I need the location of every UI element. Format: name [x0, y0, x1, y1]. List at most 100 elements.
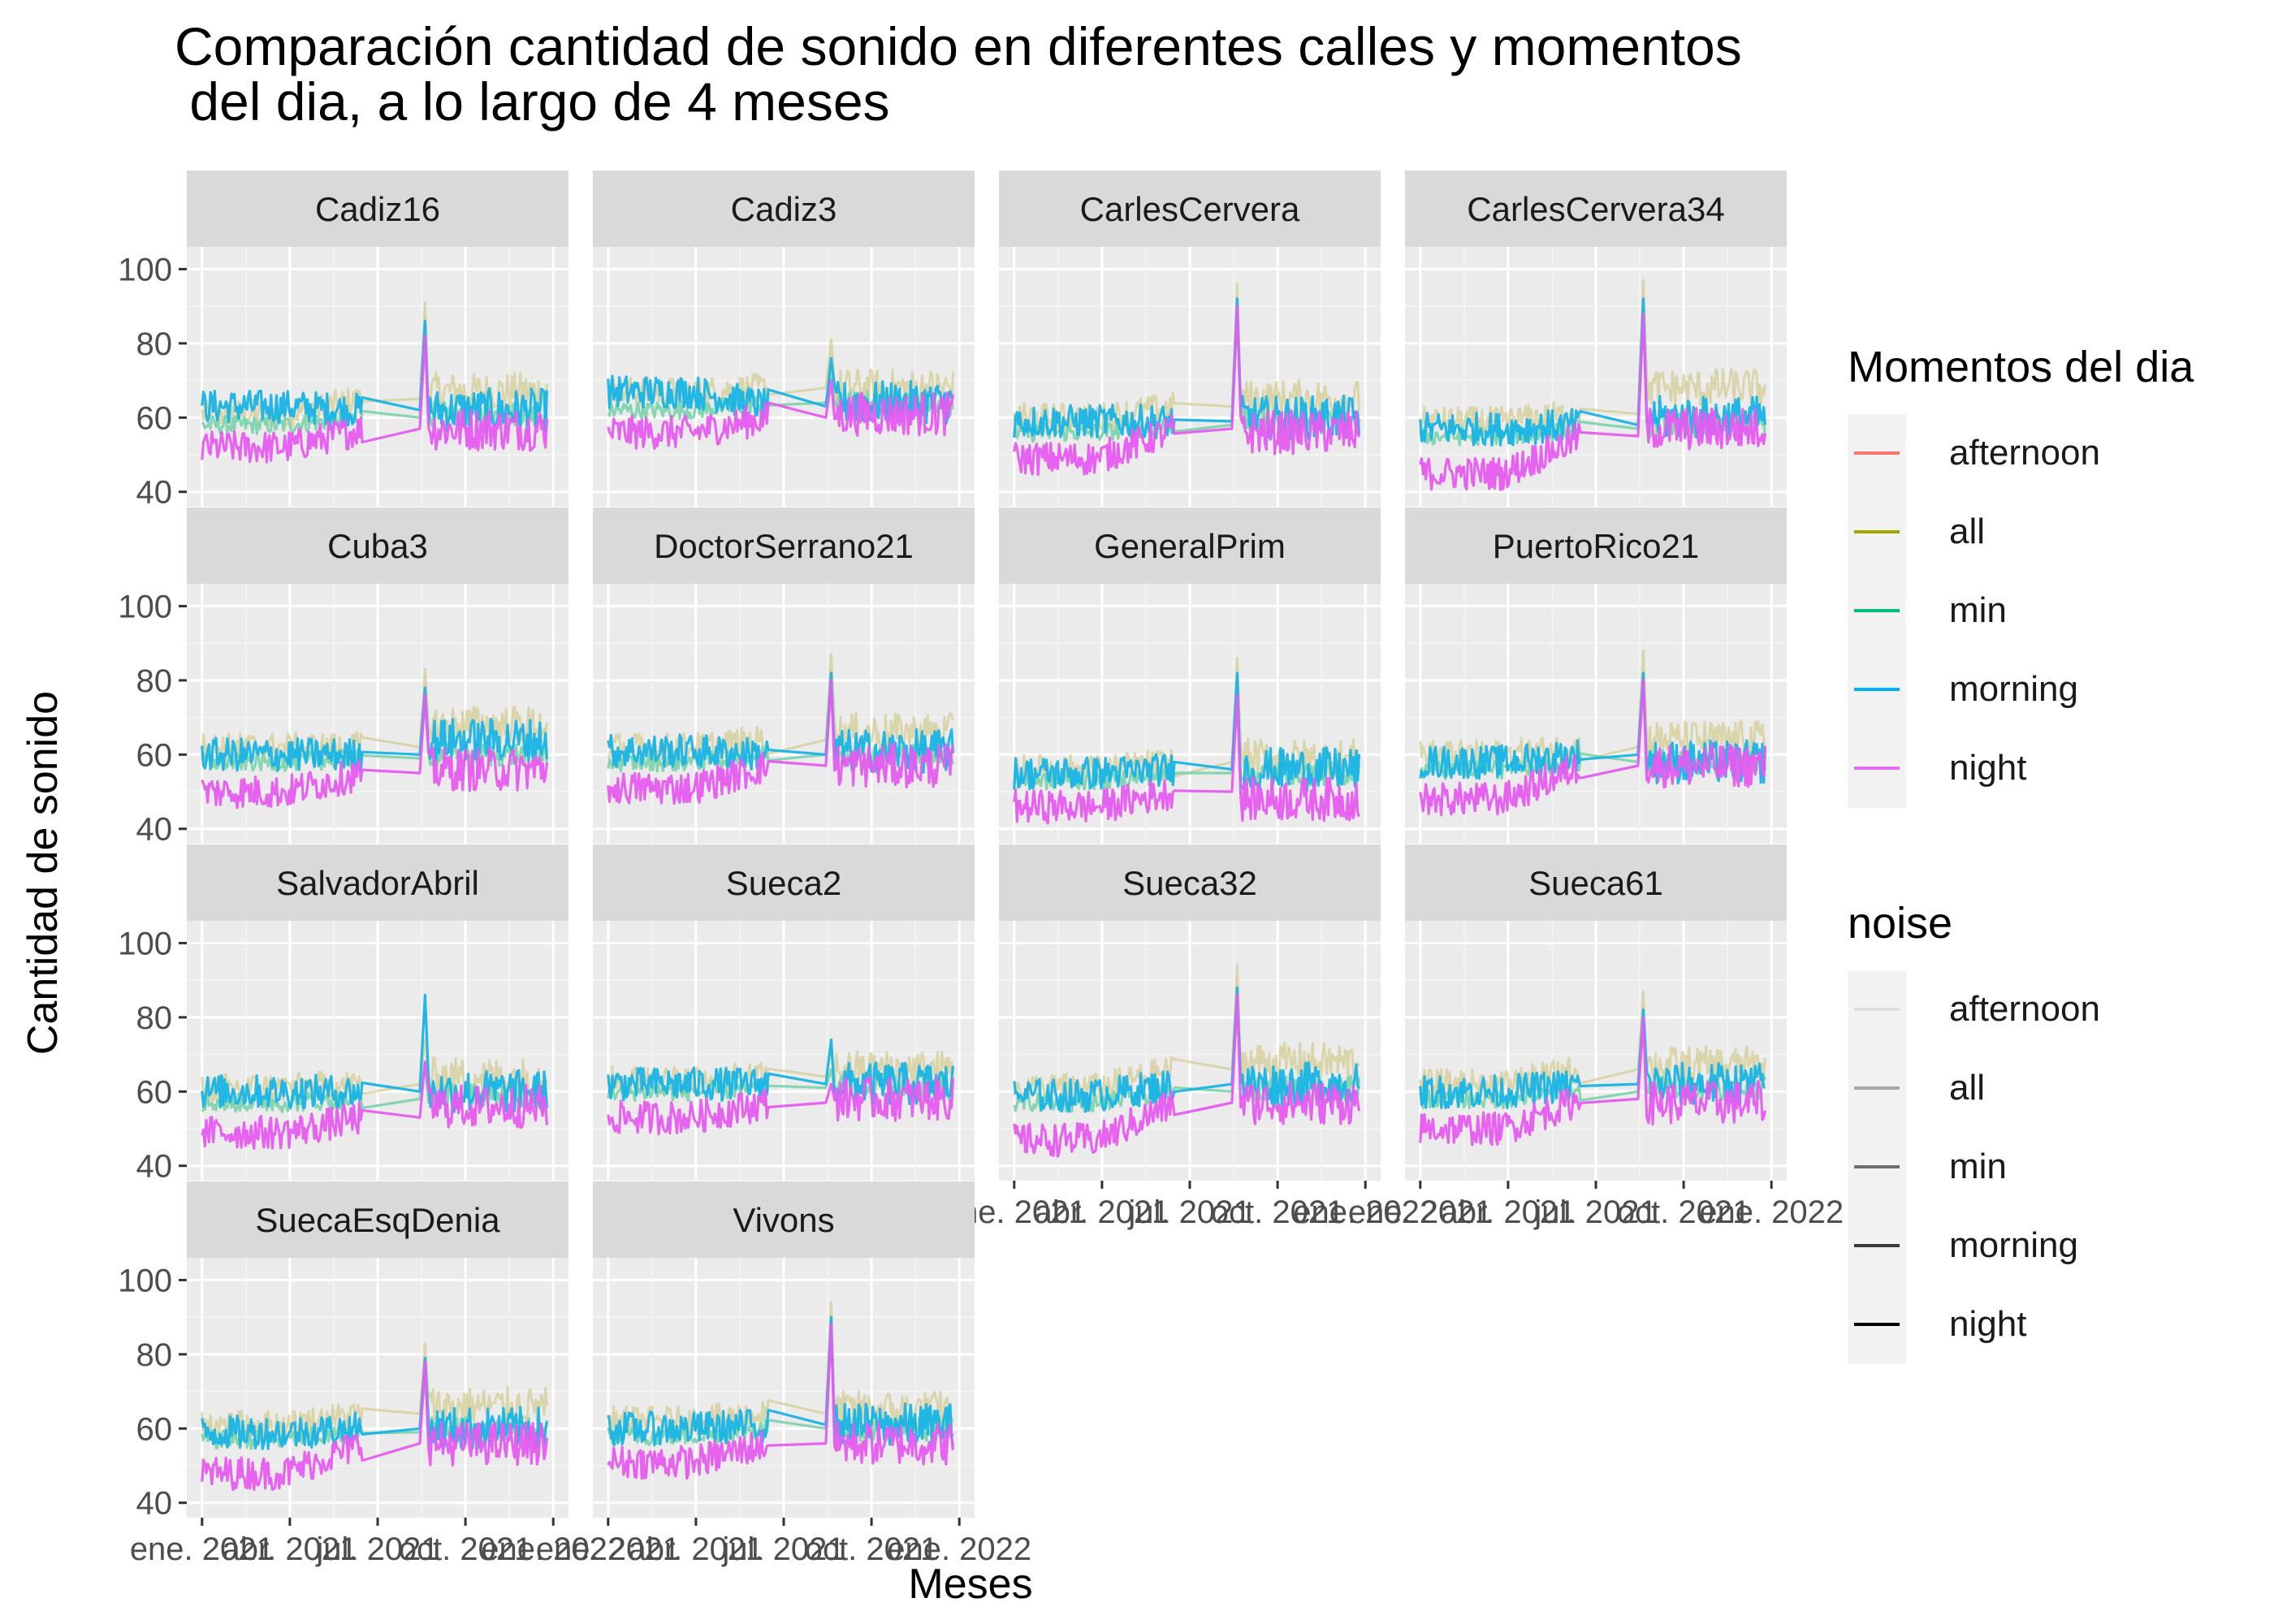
- series-line-night: [1013, 693, 1360, 825]
- series-line-night: [1419, 1016, 1766, 1147]
- legend-label: afternoon: [1949, 433, 2100, 473]
- facet-strip: [999, 171, 1381, 247]
- y-tick-label: 80: [136, 1337, 173, 1373]
- facet-strip-label: Vivons: [733, 1201, 834, 1239]
- facet-strip: [593, 844, 975, 921]
- series-line-morning: [201, 686, 548, 772]
- facet-panel: PuertoRico21: [1405, 508, 1787, 844]
- legend-label: all: [1949, 1068, 1985, 1108]
- series-line-night: [607, 379, 954, 451]
- x-tick-label: ene. 2022: [887, 1531, 1031, 1567]
- x-tick-label: ene. 2021: [536, 1531, 681, 1567]
- facet-strip-label: GeneralPrim: [1094, 527, 1286, 565]
- facet-strip-label: DoctorSerrano21: [654, 527, 914, 565]
- facet-panel: Cadiz3: [593, 171, 975, 507]
- facet-strip-label: Cuba3: [327, 527, 428, 565]
- series-line-all: [1419, 279, 1766, 438]
- facet-strip-label: CarlesCervera34: [1467, 190, 1724, 228]
- y-tick-label: 40: [136, 812, 173, 848]
- facet-strip: [1405, 844, 1787, 921]
- facet-strip-label: SalvadorAbril: [276, 864, 479, 902]
- series-line-morning: [1419, 1009, 1766, 1110]
- legend-label: min: [1949, 590, 2007, 630]
- facet-strip-label: Cadiz16: [315, 190, 440, 228]
- y-tick-label: 60: [136, 737, 173, 773]
- x-tick-label: jul. 2021: [1533, 1194, 1657, 1230]
- x-tick-label: ene. 2021: [1348, 1194, 1493, 1230]
- series-line-night: [201, 1360, 548, 1492]
- x-tick-label: abr. 2021: [628, 1531, 763, 1567]
- facet-strip: [999, 844, 1381, 921]
- y-axis-title: Cantidad de sonido: [19, 691, 67, 1055]
- y-tick-label: 80: [136, 663, 173, 699]
- facet-strip-label: SuecaEsqDenia: [255, 1201, 500, 1239]
- facet-panel: GeneralPrim: [999, 508, 1381, 844]
- x-tick-label: abr. 2021: [1440, 1194, 1576, 1230]
- facet-panel: Cadiz16 40 60 80 100: [118, 171, 568, 511]
- x-tick-label: ene. 2022: [1293, 1194, 1437, 1230]
- legend-title: Momentos del dia: [1848, 343, 2194, 391]
- series-line-morning: [607, 1038, 954, 1105]
- series-line-night: [607, 1323, 954, 1480]
- facet-strip-label: Sueca32: [1122, 864, 1257, 902]
- legend-label: night: [1949, 748, 2026, 788]
- legend-label: afternoon: [1949, 989, 2100, 1029]
- facet-strip: [999, 508, 1381, 584]
- y-tick-label: 40: [136, 1486, 173, 1522]
- facet-strip-label: Cadiz3: [731, 190, 837, 228]
- facet-strip-label: Sueca2: [726, 864, 841, 902]
- x-tick-label: ene. 2021: [130, 1531, 275, 1567]
- facet-strip: [1405, 508, 1787, 584]
- facet-strip-label: PuertoRico21: [1493, 527, 1699, 565]
- series-line-morning: [607, 1315, 954, 1448]
- y-tick-label: 60: [136, 400, 173, 436]
- y-tick-label: 80: [136, 1000, 173, 1036]
- series-line-night: [201, 693, 548, 810]
- x-tick-label: oct. 2021: [399, 1531, 533, 1567]
- series-line-night: [607, 1076, 954, 1136]
- series-line-morning: [1013, 672, 1360, 793]
- facet-panel: CarlesCervera34: [1405, 171, 1787, 507]
- y-tick-label: 80: [136, 326, 173, 362]
- legend-label: all: [1949, 512, 1985, 551]
- facet-strip: [593, 1181, 975, 1258]
- legend-label: morning: [1949, 669, 2078, 709]
- facet-panel: Sueca2: [593, 844, 975, 1181]
- y-tick-label: 100: [118, 252, 172, 287]
- legend-label: night: [1949, 1304, 2026, 1344]
- facet-strip: [593, 508, 975, 584]
- x-tick-label: ene. 2022: [481, 1531, 625, 1567]
- facet-panel: DoctorSerrano21: [593, 508, 975, 844]
- legend: Momentos del dia afternoon all min morning ni…: [1848, 343, 2194, 808]
- y-tick-label: 60: [136, 1411, 173, 1447]
- chart-title: Comparación cantidad de sonido en difere…: [175, 16, 1742, 132]
- series-line-night: [201, 335, 548, 464]
- x-tick-label: abr. 2021: [1034, 1194, 1169, 1230]
- facet-strip-label: Sueca61: [1528, 864, 1663, 902]
- facet-panel: Cuba3 40 60 80 100: [118, 508, 568, 848]
- legend-label: min: [1949, 1147, 2007, 1186]
- series-line-night: [1419, 679, 1766, 817]
- facet-strip: [187, 171, 568, 247]
- y-tick-label: 40: [136, 1149, 173, 1185]
- legend-title: noise: [1848, 899, 1952, 948]
- legend: noise afternoon all min morning night: [1848, 899, 2100, 1364]
- series-line-night: [1419, 312, 1766, 491]
- facet-strip: [187, 1181, 568, 1258]
- x-tick-label: jul. 2021: [1127, 1194, 1251, 1230]
- x-tick-label: oct. 2021: [805, 1531, 939, 1567]
- y-tick-label: 100: [118, 589, 172, 624]
- facet-strip-label: CarlesCervera: [1080, 190, 1300, 228]
- x-tick-label: ene. 2022: [1699, 1194, 1844, 1230]
- x-tick-label: jul. 2021: [315, 1531, 439, 1567]
- facet-strip: [187, 844, 568, 921]
- facet-strip: [187, 508, 568, 584]
- series-line-morning: [1013, 297, 1360, 441]
- x-tick-label: oct. 2021: [1617, 1194, 1751, 1230]
- legend-label: morning: [1949, 1225, 2078, 1265]
- facet-panel: CarlesCervera: [999, 171, 1381, 507]
